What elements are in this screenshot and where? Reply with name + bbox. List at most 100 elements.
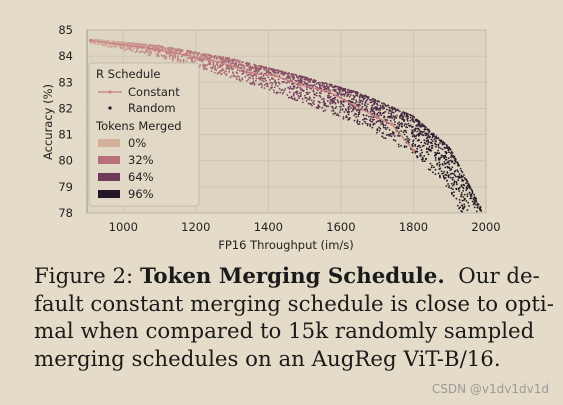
- random-point: [411, 132, 414, 135]
- random-point: [344, 87, 347, 90]
- random-point: [386, 119, 389, 121]
- random-point: [356, 109, 358, 112]
- random-point: [342, 117, 345, 120]
- watermark: CSDN @v1dv1dv1d: [431, 382, 549, 396]
- random-point: [372, 116, 374, 119]
- random-point: [283, 81, 286, 83]
- random-point: [278, 87, 281, 90]
- random-point: [475, 197, 478, 200]
- random-point: [340, 94, 342, 96]
- random-point: [301, 75, 304, 78]
- random-point: [394, 115, 396, 118]
- random-point: [363, 94, 366, 97]
- random-point: [325, 88, 327, 90]
- random-point: [329, 101, 331, 103]
- random-point: [449, 176, 452, 179]
- random-point: [260, 76, 263, 78]
- random-point: [277, 78, 280, 81]
- random-point: [471, 200, 474, 203]
- random-point: [274, 79, 276, 82]
- random-point: [227, 59, 230, 62]
- random-point: [367, 96, 370, 98]
- random-point: [101, 44, 104, 46]
- constant-point: [297, 83, 301, 87]
- random-point: [416, 147, 419, 150]
- random-point: [302, 101, 304, 104]
- random-point: [377, 100, 380, 103]
- random-point: [446, 161, 449, 163]
- random-point: [316, 89, 319, 92]
- random-point: [394, 110, 397, 113]
- random-point: [239, 69, 241, 72]
- random-point: [171, 59, 174, 62]
- x-tick-label: 2000: [471, 220, 500, 234]
- random-point: [352, 94, 355, 97]
- random-point: [309, 97, 311, 100]
- random-point: [329, 99, 332, 101]
- random-point: [358, 121, 361, 123]
- random-point: [429, 168, 432, 171]
- random-point: [362, 118, 364, 121]
- random-point: [431, 164, 433, 167]
- random-point: [271, 82, 274, 84]
- random-point: [455, 197, 458, 200]
- random-point: [385, 134, 388, 136]
- random-point: [466, 195, 469, 198]
- random-point: [228, 71, 231, 73]
- constant-point: [208, 58, 212, 62]
- random-point: [293, 91, 295, 94]
- random-point: [407, 137, 409, 140]
- y-tick-label: 82: [58, 101, 73, 115]
- random-point: [444, 166, 447, 169]
- random-point: [423, 130, 425, 133]
- caption-line-3: mal when compared to 15k randomly sample…: [34, 319, 535, 344]
- random-point: [370, 120, 372, 123]
- random-point: [291, 83, 294, 86]
- random-point: [222, 69, 225, 72]
- random-point: [229, 62, 232, 65]
- random-point: [292, 87, 294, 90]
- random-point: [160, 54, 163, 56]
- random-point: [430, 133, 432, 136]
- random-point: [267, 85, 269, 88]
- random-point: [196, 54, 199, 57]
- legend-swatch-2: [98, 173, 120, 181]
- random-point: [352, 90, 355, 93]
- random-point: [179, 49, 182, 51]
- random-point: [364, 117, 366, 120]
- random-point: [370, 98, 372, 101]
- random-point: [390, 112, 392, 115]
- random-point: [434, 154, 436, 157]
- legend-token-label-2: 64%: [128, 170, 154, 184]
- random-point: [457, 204, 459, 207]
- random-point: [351, 91, 353, 94]
- random-point: [333, 86, 335, 89]
- random-point: [458, 190, 461, 193]
- random-point: [254, 70, 257, 72]
- random-point: [381, 102, 383, 104]
- random-point: [278, 83, 281, 85]
- random-point: [168, 49, 171, 51]
- random-point: [146, 45, 149, 48]
- random-point: [458, 207, 460, 210]
- random-point: [271, 84, 273, 87]
- random-point: [155, 53, 158, 56]
- random-point: [405, 123, 408, 126]
- random-point: [325, 85, 328, 87]
- random-point: [425, 147, 428, 150]
- random-point: [216, 64, 219, 67]
- random-point: [406, 135, 408, 138]
- random-point: [369, 101, 372, 104]
- random-point: [466, 187, 469, 190]
- random-point: [465, 200, 468, 202]
- random-point: [226, 66, 229, 69]
- random-point: [398, 121, 401, 124]
- random-point: [441, 163, 444, 165]
- random-point: [404, 123, 407, 125]
- x-tick-label: 1200: [181, 220, 210, 234]
- random-point: [166, 47, 169, 50]
- random-point: [435, 140, 437, 143]
- y-tick-label: 78: [58, 206, 73, 220]
- random-point: [387, 115, 389, 118]
- random-point: [203, 64, 206, 67]
